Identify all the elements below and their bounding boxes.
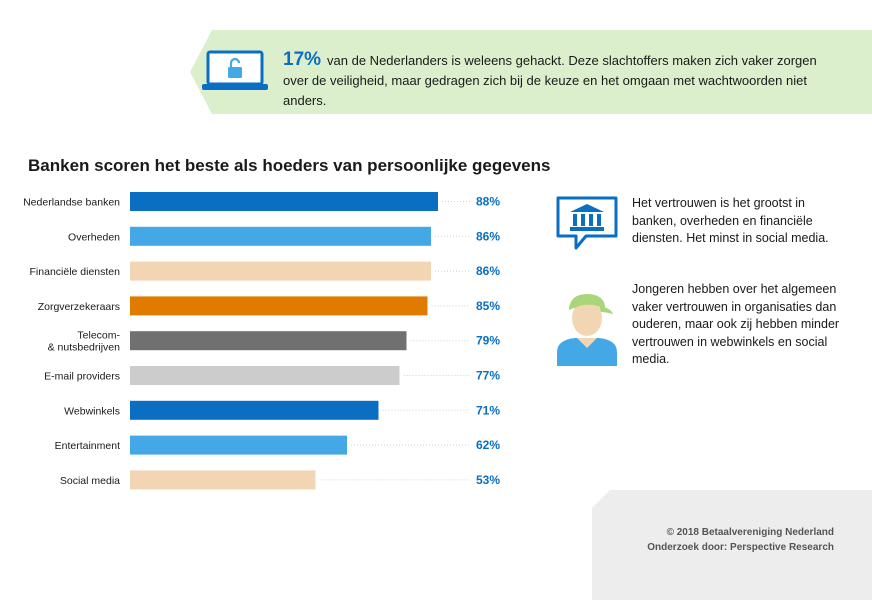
bar-chart: Nederlandse banken 88% Overheden 86% Financi… <box>23 192 500 490</box>
category-label: Nederlandse banken <box>23 197 120 209</box>
bar <box>130 435 347 455</box>
bank-speech-bubble-icon <box>556 196 618 250</box>
banner-description: van de Nederlanders is weleens gehackt. … <box>283 53 817 108</box>
summary-banner <box>190 30 872 114</box>
bar <box>130 261 431 281</box>
research-credit: Onderzoek door: Perspective Research <box>647 542 834 553</box>
category-label: Telecom-& nutsbedrijven <box>48 330 121 354</box>
value-label: 85% <box>476 299 500 313</box>
bar <box>130 296 428 316</box>
value-label: 86% <box>476 264 500 278</box>
value-label: 86% <box>476 229 500 243</box>
banner-text: 17% van de Nederlanders is weleens gehack… <box>283 50 843 111</box>
youth-trust-text: Jongeren hebben over het algemeen vaker … <box>632 282 840 366</box>
bank-trust-text: Het vertrouwen is het grootst in banken,… <box>632 196 829 245</box>
category-label: E-mail providers <box>44 371 120 383</box>
bar <box>130 470 316 490</box>
laptop-lock-icon <box>202 50 268 90</box>
bar <box>130 226 431 246</box>
young-person-cap-icon <box>557 294 617 366</box>
value-label: 71% <box>476 403 500 417</box>
bar <box>130 331 407 351</box>
footer-panel <box>592 490 872 600</box>
chart-title: Banken scoren het beste als hoeders van … <box>28 156 551 175</box>
value-label: 77% <box>476 369 500 383</box>
category-label: Financiële diensten <box>30 266 121 278</box>
value-label: 79% <box>476 334 500 348</box>
category-label: Overheden <box>68 231 120 243</box>
value-label: 88% <box>476 195 500 209</box>
category-label: Entertainment <box>55 440 120 452</box>
copyright-text: © 2018 Betaalvereniging Nederland <box>666 527 834 538</box>
category-label: Zorgverzekeraars <box>38 301 120 313</box>
bar <box>130 366 400 385</box>
value-label: 53% <box>476 473 500 487</box>
value-label: 62% <box>476 438 500 452</box>
category-label: Social media <box>60 475 120 487</box>
category-label: Webwinkels <box>64 405 120 417</box>
bar <box>130 192 438 211</box>
bar <box>130 400 379 420</box>
banner-percent: 17% <box>283 49 322 70</box>
footer: © 2018 Betaalvereniging Nederland Onderz… <box>647 525 834 555</box>
